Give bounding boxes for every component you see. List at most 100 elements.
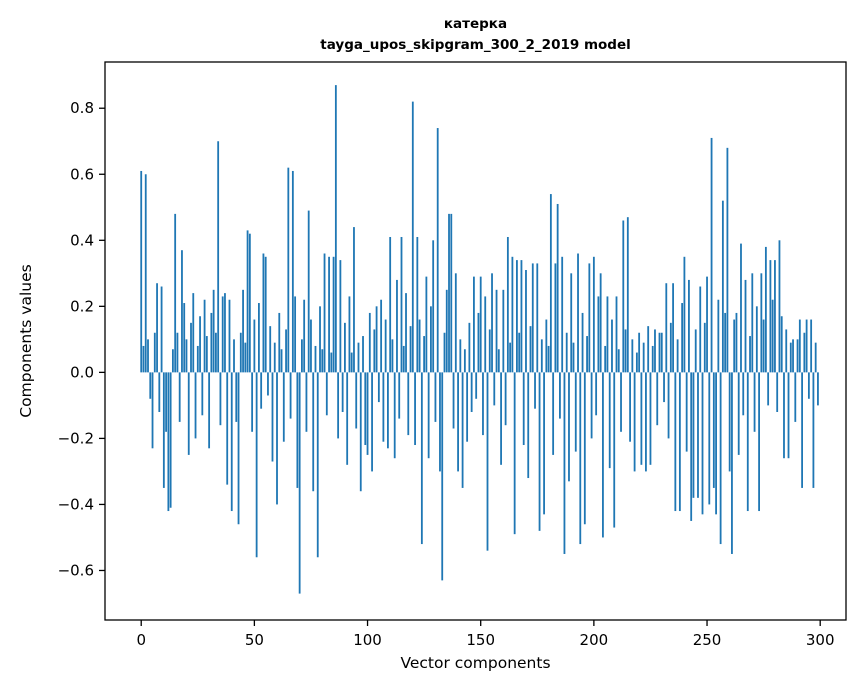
bar <box>192 293 195 373</box>
bar <box>416 236 419 373</box>
bar <box>409 326 412 373</box>
bar <box>531 263 534 373</box>
bar <box>504 372 507 426</box>
bar <box>749 336 751 373</box>
bar <box>572 342 575 373</box>
bar <box>215 332 217 373</box>
bar <box>690 372 693 521</box>
bar <box>439 372 441 472</box>
x-tick-label: 100 <box>353 631 382 649</box>
bar <box>595 372 598 416</box>
bar <box>355 372 358 429</box>
axes-spines <box>104 61 847 621</box>
bar <box>287 167 290 373</box>
bar <box>654 329 656 373</box>
bar <box>574 372 577 452</box>
bar <box>169 372 172 508</box>
bar <box>778 240 781 373</box>
bar <box>783 372 785 459</box>
bar <box>633 372 636 472</box>
bar <box>171 349 174 373</box>
bar <box>647 326 650 373</box>
bar <box>255 372 258 558</box>
bar <box>758 372 760 512</box>
y-tick-label: −0.4 <box>58 495 94 513</box>
bar <box>373 329 376 373</box>
bar <box>767 372 770 406</box>
bar <box>178 372 181 422</box>
bar <box>307 210 310 373</box>
y-tick-label: 0.2 <box>70 297 94 315</box>
bar <box>228 299 231 373</box>
bar <box>310 319 312 373</box>
bar <box>312 372 315 492</box>
bar <box>436 128 439 373</box>
bar <box>552 372 555 455</box>
bar <box>332 256 335 373</box>
y-tick-label: 0.0 <box>70 363 94 381</box>
x-tick-label: 150 <box>466 631 495 649</box>
bar <box>160 286 163 373</box>
bar <box>375 306 378 373</box>
bar <box>425 276 428 373</box>
bar <box>803 332 806 373</box>
bar <box>251 372 254 432</box>
bar <box>602 372 604 538</box>
bar <box>588 263 591 373</box>
bar <box>382 372 385 442</box>
bar <box>303 299 306 373</box>
bar <box>590 372 593 439</box>
bar <box>611 319 613 373</box>
bar <box>158 372 161 412</box>
bar <box>579 372 582 545</box>
bar <box>330 352 333 373</box>
chart-title: катерка <box>443 16 508 32</box>
bar <box>153 332 156 373</box>
bar <box>651 345 654 373</box>
bar <box>787 372 790 459</box>
bar <box>377 372 380 403</box>
bar <box>149 372 152 399</box>
bar <box>638 332 641 373</box>
bar <box>350 352 353 373</box>
bar <box>366 372 369 455</box>
bar <box>387 372 389 449</box>
bar <box>753 372 756 432</box>
bar <box>525 270 527 373</box>
bar <box>224 293 226 373</box>
bar <box>187 372 190 455</box>
bar <box>239 332 242 373</box>
bar <box>484 296 487 373</box>
x-tick-label: 250 <box>693 631 722 649</box>
bar <box>606 296 609 373</box>
bar <box>615 296 618 373</box>
bar <box>549 194 552 373</box>
bar <box>712 372 715 488</box>
bar <box>617 349 620 373</box>
bar <box>427 372 430 459</box>
bar <box>529 326 532 373</box>
bar <box>301 339 303 373</box>
bar <box>543 372 545 515</box>
bar <box>581 312 584 373</box>
y-tick-label: −0.2 <box>58 429 94 447</box>
bar <box>479 276 482 373</box>
bar <box>728 372 731 472</box>
bar <box>629 372 631 442</box>
bar <box>314 345 317 373</box>
bar <box>364 372 367 446</box>
bar <box>147 339 149 373</box>
bar <box>814 342 817 373</box>
bar <box>362 336 364 373</box>
bar <box>244 342 247 373</box>
bar <box>500 372 502 465</box>
bar <box>774 260 776 373</box>
x-tick-label: 0 <box>136 631 146 649</box>
bar <box>495 289 498 373</box>
bar <box>642 342 645 373</box>
bar <box>203 299 206 373</box>
bar <box>371 372 373 472</box>
bar <box>411 101 414 373</box>
bar <box>221 296 224 373</box>
bar <box>649 372 652 465</box>
